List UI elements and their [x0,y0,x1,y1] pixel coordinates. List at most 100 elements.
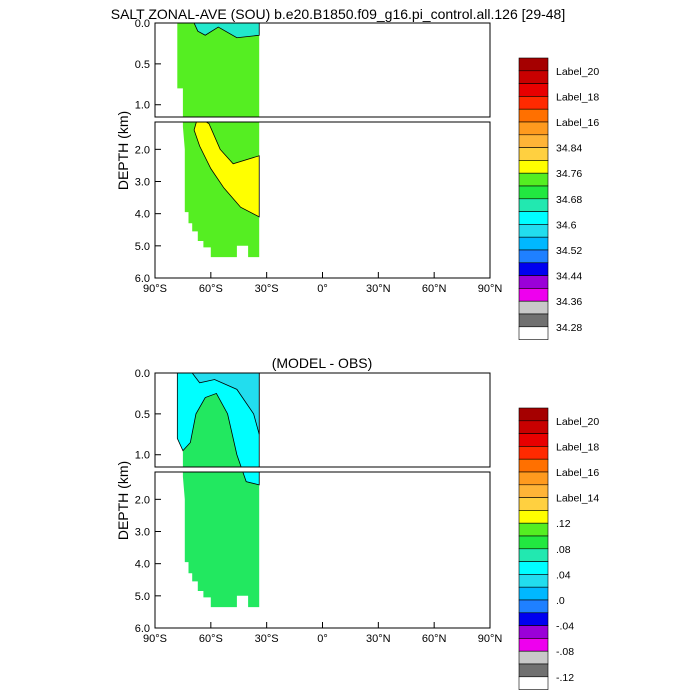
y-tick-label: 1.0 [135,450,150,462]
colorbar-label: Label_14 [556,493,599,505]
x-tick-label: 60°S [199,283,223,295]
y-tick-label: 1.0 [135,100,150,112]
colorbar-swatch [518,326,549,340]
x-tick-label: 90°N [478,633,503,645]
colorbar-swatch [518,211,549,225]
x-tick-label: 30°S [255,283,279,295]
colorbar-swatch [518,70,549,84]
colorbar-swatch [518,446,549,460]
x-tick-label: 60°N [422,633,447,645]
colorbar-swatch [518,198,549,212]
contour-region-upper-water-upper [177,23,260,117]
panel-title-diff: (MODEL - OBS) [272,355,373,371]
x-tick-label: 30°S [255,633,279,645]
y-tick-label: 3.0 [135,527,150,539]
colorbar-swatch [518,458,549,473]
contour-region-upper-anomaly-lower [242,472,260,486]
y-tick-label: 5.0 [135,241,150,253]
colorbar-swatch [518,548,549,562]
colorbar-swatch [518,134,549,148]
colorbar-swatch [518,160,549,174]
colorbar-swatch [518,663,549,678]
colorbar-label: 34.36 [556,296,582,308]
colorbar-swatch [518,561,549,575]
plot-frame-upper [154,22,491,118]
x-tick-label: 60°N [422,283,447,295]
contour-region-deep-anomaly-lower [182,472,260,608]
colorbar-label: 34.84 [556,143,582,155]
y-tick-label: 6.0 [135,623,150,635]
colorbar-swatch [518,599,549,614]
y-tick-label: 0.0 [135,18,150,30]
contour-region-upper-anomaly-upper [176,373,260,467]
x-tick-label: 90°S [143,633,167,645]
y-tick-label: 3.0 [135,177,150,189]
colorbar-label: 34.68 [556,194,582,206]
contour-region-upper-water-lower [182,122,260,258]
colorbar-swatch [518,236,549,251]
colorbar-swatch [518,108,549,123]
panel-difference: 0.0 0.5 1.0 2.0 3.0 4.0 5.0 6.090°S 60°S 30°S 0° 30… [115,368,599,690]
colorbar-label: 34.44 [556,271,582,283]
colorbar-swatch [518,522,549,537]
colorbar-swatch [518,185,549,200]
x-tick-label: 60°S [199,633,223,645]
colorbar-swatch [518,574,549,588]
colorbar-swatch [518,535,549,550]
colorbar-label: .12 [556,518,571,530]
colorbar-label: Label_16 [556,467,599,479]
y-tick-label: 6.0 [135,273,150,285]
y-tick-label: 0.5 [135,59,150,71]
colorbar-swatch [518,224,549,238]
colorbar-label: Label_16 [556,117,599,129]
colorbar-swatch [518,83,549,97]
x-tick-label: 90°N [478,283,503,295]
colorbar-swatch [518,262,549,276]
figure-title: SALT ZONAL-AVE (SOU) b.e20.B1850.f09_g16… [111,6,565,22]
x-tick-label: 0° [317,283,328,295]
y-tick-label: 4.0 [135,559,150,571]
x-tick-label: 30°N [366,633,391,645]
contour-region-core-lower [193,122,260,218]
contour-region-surface-anomaly-upper [191,373,260,435]
y-tick-label: 2.0 [135,144,150,156]
colorbar-swatch [518,313,549,328]
colorbar-swatch [518,420,549,434]
colorbar-swatch [518,497,549,511]
colorbar-swatch [518,471,549,486]
colorbar-swatch [518,249,549,264]
colorbar-swatch [518,625,549,639]
colorbar-label: Label_20 [556,66,599,78]
x-tick-label: 90°S [143,283,167,295]
colorbar-swatch [518,288,549,302]
colorbar-swatch [518,510,549,524]
colorbar-swatch [518,300,549,315]
colorbar-label: -.12 [556,672,574,684]
y-tick-label: 4.0 [135,209,150,221]
y-tick-label: 0.5 [135,409,150,421]
colorbar-label: Label_18 [556,91,599,103]
colorbar-swatch [518,676,549,690]
colorbar-label: .04 [556,569,571,581]
colorbar-label: 34.76 [556,168,582,180]
colorbar-label: .0 [556,595,565,607]
colorbar-swatch [518,433,549,447]
colorbar-label: -.08 [556,646,574,658]
y-axis-label: DEPTH (km) [115,461,131,540]
colorbar-swatch [518,172,549,187]
colorbar-swatch [518,612,549,626]
colorbar-swatch [518,638,549,652]
colorbar-swatch [518,275,549,289]
x-tick-label: 30°N [366,283,391,295]
colorbar-swatch [518,96,549,110]
plot-frame-upper [154,372,491,468]
y-tick-label: 0.0 [135,368,150,380]
colorbar-swatch [518,586,549,601]
colorbar-swatch [518,121,549,136]
colorbar-swatch [518,147,549,161]
colorbar-label: Label_20 [556,416,599,428]
y-axis-label: DEPTH (km) [115,111,131,190]
x-tick-label: 0° [317,633,328,645]
colorbar-label: .08 [556,544,571,556]
